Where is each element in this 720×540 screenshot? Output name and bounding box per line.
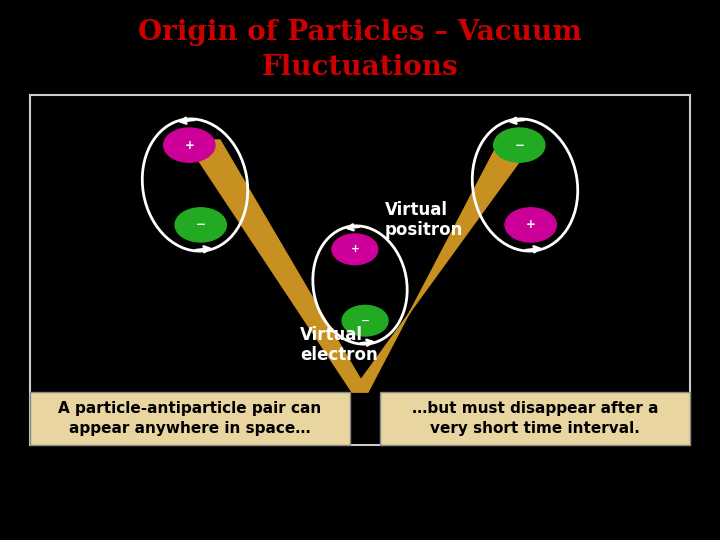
Text: Virtual
positron: Virtual positron <box>385 200 464 239</box>
Text: −: − <box>514 139 524 152</box>
Bar <box>380 392 690 445</box>
Ellipse shape <box>332 234 378 265</box>
Bar <box>30 95 690 445</box>
Ellipse shape <box>342 306 388 336</box>
Bar <box>30 392 350 445</box>
Text: +: + <box>351 244 359 254</box>
Text: Virtual
electron: Virtual electron <box>300 326 378 365</box>
Ellipse shape <box>505 208 557 242</box>
Polygon shape <box>185 140 368 392</box>
Ellipse shape <box>163 128 215 162</box>
Polygon shape <box>352 140 535 392</box>
Text: −: − <box>361 316 369 326</box>
Text: …but must disappear after a
very short time interval.: …but must disappear after a very short t… <box>412 401 658 436</box>
Text: +: + <box>526 218 536 232</box>
Text: A particle-antiparticle pair can
appear anywhere in space…: A particle-antiparticle pair can appear … <box>58 401 322 436</box>
Text: +: + <box>184 139 194 152</box>
Ellipse shape <box>175 208 226 242</box>
Text: −: − <box>196 218 206 232</box>
Text: Origin of Particles – Vacuum
Fluctuations: Origin of Particles – Vacuum Fluctuation… <box>138 19 582 81</box>
Ellipse shape <box>494 128 545 162</box>
